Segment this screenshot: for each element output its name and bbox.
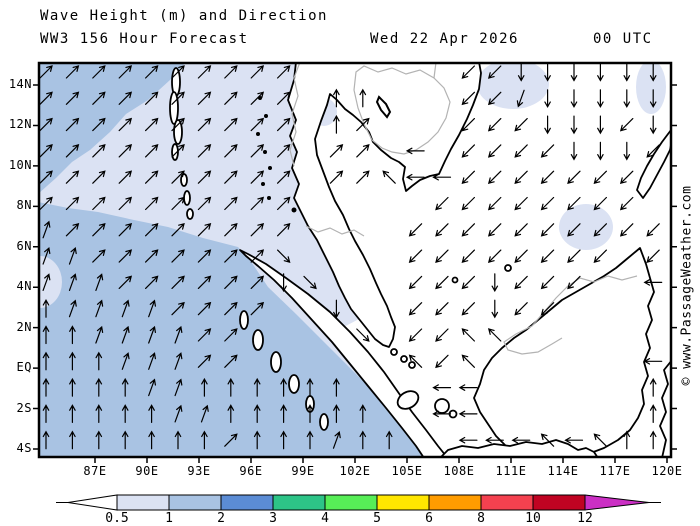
sulawesi-strip	[659, 359, 672, 458]
riau-island	[400, 355, 408, 363]
colorbar-segment	[168, 494, 222, 511]
nicobar-island	[180, 173, 188, 187]
natuna-island	[504, 264, 512, 272]
colorbar-segment	[324, 494, 378, 511]
lat-label: 2S	[16, 400, 32, 415]
map-title: Wave Height (m) and Direction	[40, 8, 328, 24]
nicobar-island	[183, 190, 191, 206]
lon-label: 93E	[187, 464, 211, 478]
colorbar-right-arrow	[584, 494, 650, 511]
colorbar-value-label: 2	[217, 511, 225, 526]
colorbar-segment	[532, 494, 586, 511]
lon-label: 111E	[495, 464, 527, 478]
belitung-island	[434, 398, 450, 414]
lon-label: 117E	[599, 464, 631, 478]
valid-hour: 00 UTC	[593, 31, 653, 47]
wave-height-colorbar	[56, 494, 661, 511]
colorbar-value-label: 4	[321, 511, 329, 526]
mentawai-island	[288, 374, 300, 394]
colorbar-value-label: 3	[269, 511, 277, 526]
colorbar-segment	[116, 494, 170, 511]
mentawai-island	[270, 351, 282, 373]
lon-label: 114E	[547, 464, 579, 478]
mentawai-island	[319, 413, 329, 431]
wave-direction-arrows	[39, 62, 663, 450]
colorbar-segment	[480, 494, 534, 511]
colorbar-value-label: 8	[477, 511, 485, 526]
lon-label: 105E	[391, 464, 423, 478]
valid-date: Wed 22 Apr 2026	[370, 31, 519, 47]
andaman-island	[173, 119, 183, 145]
riau-island	[408, 361, 416, 369]
forecast-model: WW3 156 Hour Forecast	[40, 31, 249, 47]
riau-island	[390, 348, 398, 356]
colorbar-segment	[272, 494, 326, 511]
lat-label: 4S	[16, 440, 32, 455]
axis-ticks	[33, 84, 677, 463]
lat-label: EQ	[16, 360, 32, 375]
lat-label: 12N	[8, 117, 32, 132]
lon-label: 120E	[651, 464, 683, 478]
colorbar-segment	[220, 494, 274, 511]
nicobar-island	[186, 208, 194, 220]
palawan	[636, 129, 672, 199]
lat-label: 6N	[16, 238, 32, 253]
colorbar-segment	[428, 494, 482, 511]
colorbar-value-label: 12	[577, 511, 593, 526]
colorbar-left-arrow	[67, 494, 118, 511]
colorbar-value-label: 0.5	[105, 511, 129, 526]
lat-label: 14N	[8, 77, 32, 91]
lat-label: 2N	[16, 319, 32, 334]
lon-label: 96E	[239, 464, 263, 478]
lon-label: 102E	[339, 464, 371, 478]
borneo	[473, 247, 655, 458]
colorbar-value-label: 1	[165, 511, 173, 526]
colorbar-segment	[376, 494, 430, 511]
mentawai-island	[252, 329, 264, 351]
lon-label: 87E	[83, 464, 107, 478]
lat-label: 8N	[16, 198, 32, 213]
anambas-island	[451, 276, 459, 284]
lon-label: 99E	[291, 464, 315, 478]
indochina-malay-peninsula	[287, 62, 482, 348]
mentawai-island	[239, 310, 249, 330]
lon-label: 90E	[135, 464, 159, 478]
lat-label: 4N	[16, 279, 32, 294]
bangka-island	[396, 390, 420, 410]
tonle-sap-lake	[375, 95, 392, 119]
lat-label: 10N	[8, 157, 32, 172]
colorbar-value-label: 10	[525, 511, 541, 526]
political-borders	[289, 62, 638, 355]
coastal-islets	[256, 96, 297, 213]
andaman-island	[169, 91, 179, 125]
java	[439, 439, 599, 458]
colorbar-value-label: 6	[425, 511, 433, 526]
lon-label: 108E	[443, 464, 475, 478]
colorbar-value-label: 5	[373, 511, 381, 526]
